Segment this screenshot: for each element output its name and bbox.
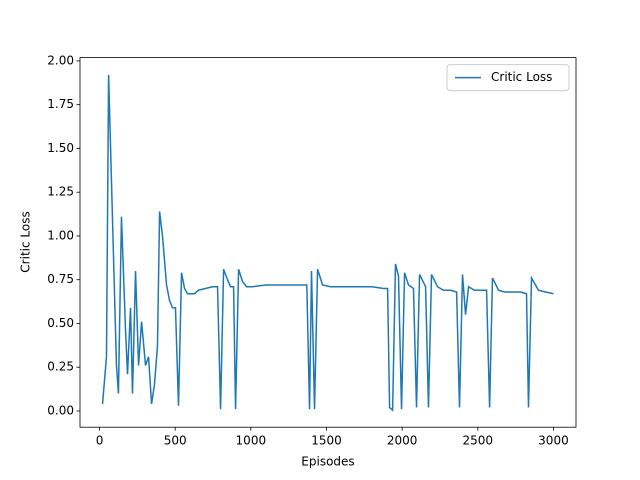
x-tick-label: 3000 (538, 434, 569, 448)
y-tick-label: 1.75 (47, 97, 74, 111)
plot-frame (79, 57, 577, 428)
x-tick-label: 2500 (463, 434, 494, 448)
x-tick-label: 2000 (387, 434, 418, 448)
x-axis-label: Episodes (301, 455, 354, 469)
x-tick-label: 1000 (236, 434, 267, 448)
y-tick-label: 0.25 (47, 360, 74, 374)
y-tick-label: 1.50 (47, 141, 74, 155)
x-tick-label: 500 (164, 434, 187, 448)
legend-box (446, 64, 570, 92)
line-series (101, 74, 554, 412)
y-tick-label: 2.00 (47, 53, 74, 67)
y-axis-label: Critic Loss (19, 211, 33, 272)
y-tick-label: 0.75 (47, 272, 74, 286)
y-tick-label: 0.00 (47, 403, 74, 417)
y-tick-label: 1.00 (47, 228, 74, 242)
x-tick-label: 0 (96, 434, 104, 448)
y-tick-label: 0.50 (47, 316, 74, 330)
y-tick-label: 1.25 (47, 185, 74, 199)
x-tick-label: 1500 (311, 434, 342, 448)
legend-label: Critic Loss (491, 70, 552, 84)
